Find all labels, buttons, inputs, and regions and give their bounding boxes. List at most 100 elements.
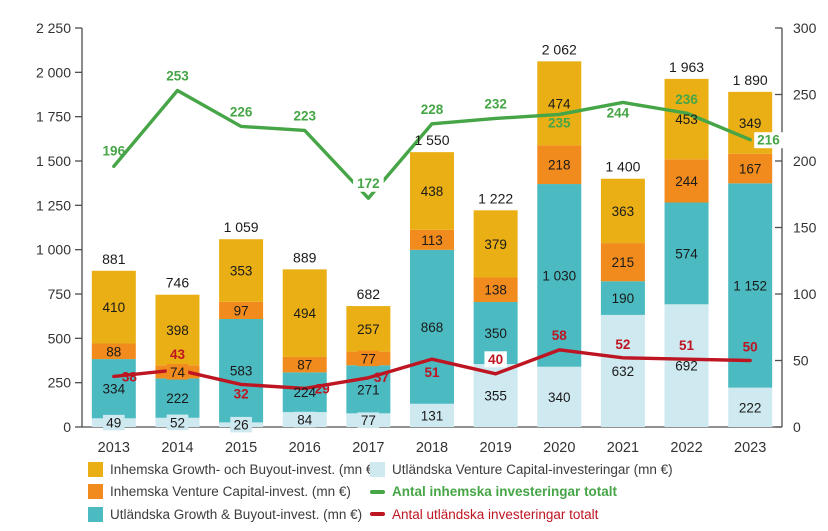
- label-patch: [357, 350, 380, 367]
- line-label-inhemska: 228: [421, 102, 444, 117]
- line-label-inhemska: 216: [757, 133, 780, 148]
- bar-total-label: 1 059: [224, 219, 259, 235]
- bar-segment-label: 1 152: [733, 278, 767, 293]
- bar-segment-label: 350: [484, 326, 507, 341]
- bar-segment-label: 167: [739, 162, 762, 177]
- line-label-utlandska: 50: [743, 340, 758, 355]
- bar-segment-label: 77: [361, 351, 376, 366]
- bar-segment-2016: [282, 356, 327, 373]
- legend-item-utlandska-growth-buyout: Utländska Growth & Buyout-invest. (mn €): [88, 506, 370, 522]
- line-label-inhemska: 235: [548, 115, 571, 130]
- bar-segment-label: 222: [739, 400, 762, 415]
- y-axis-left-tick-label: 1 750: [36, 109, 71, 125]
- line-label-inhemska: 172: [357, 176, 380, 191]
- bar-segment-2015: [219, 319, 264, 423]
- line-label-utlandska: 40: [488, 352, 503, 367]
- label-backing: [353, 175, 384, 192]
- label-patch: [293, 411, 316, 428]
- x-axis-category-label: 2022: [670, 440, 702, 456]
- x-axis-category-label: 2014: [161, 440, 193, 456]
- y-axis-left-tick-label: 1 250: [36, 197, 71, 213]
- bar-segment-2020: [537, 366, 582, 427]
- line-label-inhemska: 244: [607, 105, 630, 120]
- legend-label: Antal inhemska investeringar totalt: [392, 484, 618, 500]
- y-axis-right-tick-label: 200: [793, 153, 817, 169]
- bar-segment-2020: [537, 184, 582, 367]
- line-label-utlandska: 32: [234, 386, 249, 401]
- bar-segment-2022: [664, 159, 709, 203]
- chart-legend: Inhemska Growth- och Buyout-invest. (mn …: [88, 458, 673, 526]
- bar-segment-label: 632: [612, 364, 635, 379]
- bar-segment-label: 77: [361, 413, 376, 428]
- line-label-inhemska: 232: [484, 96, 507, 111]
- bar-segment-2018: [410, 403, 454, 427]
- bar-segment-label: 88: [106, 344, 121, 359]
- bar-segment-2019: [473, 210, 518, 278]
- bar-segment-label: 574: [675, 246, 698, 261]
- y-axis-left-tick-label: 1 500: [36, 153, 71, 169]
- bar-segment-label: 410: [103, 300, 126, 315]
- y-axis-left-tick-label: 750: [48, 286, 72, 302]
- x-axis-category-label: 2020: [543, 440, 575, 456]
- y-axis-right-tick-label: 300: [793, 20, 817, 36]
- bar-segment-2015: [219, 301, 264, 320]
- bar-segment-label: 474: [548, 96, 571, 111]
- y-axis-left-tick-label: 2 250: [36, 20, 71, 36]
- bar-segment-2019: [473, 277, 518, 302]
- bar-segment-2013: [91, 359, 136, 419]
- line-label-utlandska: 29: [315, 381, 330, 396]
- bar-segment-label: 1 030: [542, 268, 576, 283]
- bar-segment-label: 692: [675, 359, 698, 374]
- bar-segment-label: 74: [170, 365, 186, 380]
- line-label-inhemska: 236: [675, 92, 698, 107]
- bar-segment-2013: [91, 270, 136, 344]
- x-axis-category-label: 2015: [225, 440, 257, 456]
- label-patch: [103, 414, 125, 431]
- bar-segment-label: 84: [297, 413, 313, 428]
- bar-segment-2020: [537, 145, 582, 185]
- bar-segment-2022: [664, 304, 709, 427]
- bar-segment-label: 218: [548, 158, 571, 173]
- label-patch: [166, 364, 189, 380]
- bar-segment-2017: [346, 306, 391, 352]
- bar-segment-label: 26: [234, 418, 249, 433]
- x-axis-category-label: 2013: [98, 440, 130, 456]
- legend-line-marker-red: [370, 512, 385, 517]
- legend-swatch-inhemska-growth-buyout: [88, 461, 103, 477]
- line-label-inhemska: 226: [230, 104, 253, 119]
- bar-segment-2013: [91, 343, 136, 360]
- bar-total-label: 889: [293, 249, 317, 265]
- bar-segment-label: 222: [166, 391, 189, 406]
- legend-swatch-utlandska-venture: [370, 461, 385, 477]
- bar-segment-label: 97: [234, 303, 249, 318]
- bar-segment-label: 355: [484, 389, 507, 404]
- bar-segment-label: 215: [612, 255, 635, 270]
- bar-total-label: 1 890: [733, 72, 768, 88]
- bar-total-label: 2 062: [542, 41, 577, 57]
- legend-swatch-utlandska-growth-buyout: [88, 506, 103, 522]
- legend-label: Inhemska Growth- och Buyout-invest. (mn …: [110, 461, 378, 477]
- bar-segment-label: 583: [230, 364, 253, 379]
- bar-segment-2021: [600, 281, 645, 315]
- bar-segment-label: 453: [675, 112, 698, 127]
- y-axis-right-tick-label: 150: [793, 220, 817, 236]
- bar-segment-2020: [537, 61, 582, 146]
- bar-total-label: 881: [102, 251, 126, 267]
- bar-segment-label: 349: [739, 116, 762, 131]
- bar-segment-label: 224: [293, 385, 316, 400]
- bar-segment-label: 138: [484, 283, 507, 298]
- bar-total-label: 1 550: [414, 132, 449, 148]
- y-axis-left-tick-label: 0: [63, 419, 71, 435]
- bar-segment-2018: [410, 152, 454, 230]
- bar-segment-label: 271: [357, 382, 380, 397]
- label-backing: [754, 132, 785, 149]
- bar-total-label: 746: [166, 275, 190, 291]
- bar-segment-2023: [728, 387, 773, 427]
- line-label-inhemska: 223: [293, 108, 316, 123]
- bar-segment-2018: [410, 249, 454, 404]
- x-axis-category-label: 2023: [734, 440, 766, 456]
- bar-total-label: 1 400: [605, 159, 640, 175]
- bar-segment-label: 353: [230, 264, 253, 279]
- label-patch: [166, 414, 189, 431]
